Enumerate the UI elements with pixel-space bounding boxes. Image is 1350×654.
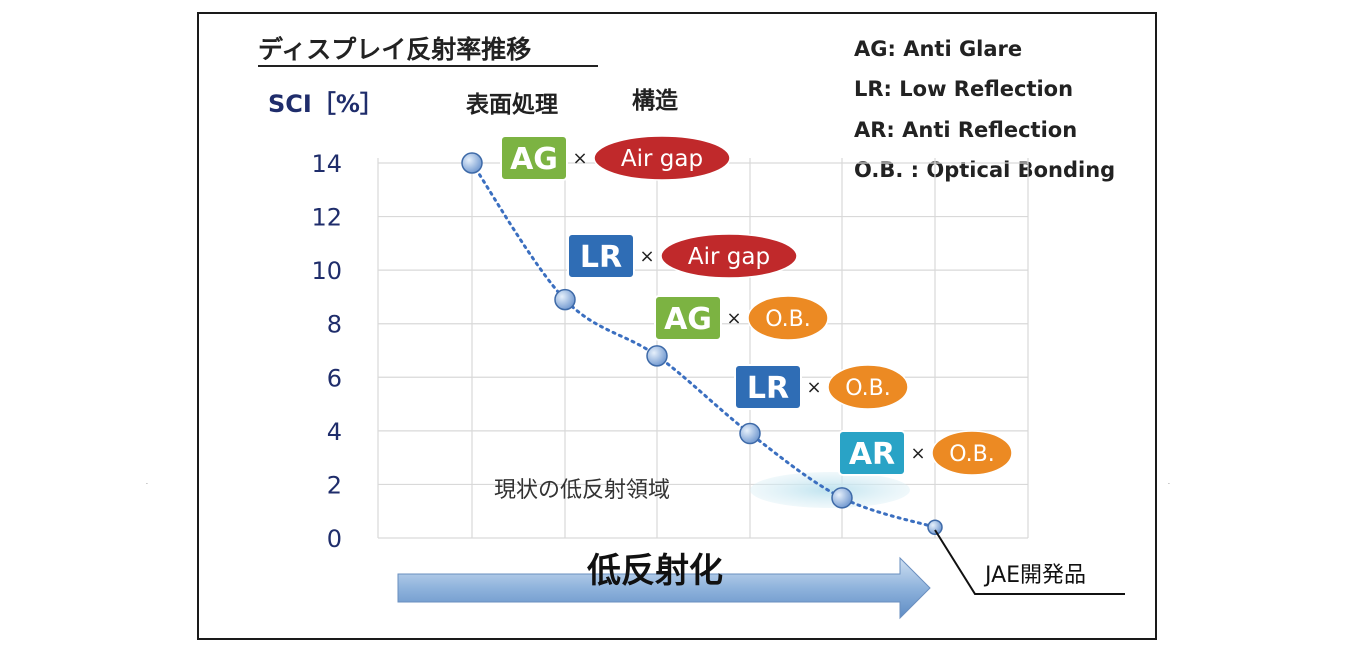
times-sign: × (639, 246, 654, 267)
point-labels: AG × Air gap LR × Air gap AG × O.B. LR × O.B. AR × O.B… (500, 135, 1013, 476)
surface-badge (654, 295, 722, 341)
product-callout-label: JAE開発品 (983, 563, 1086, 588)
structure-badge-label: O.B. (845, 376, 891, 401)
structure-badge-label: O.B. (765, 307, 811, 332)
y-tick-label: 2 (327, 471, 342, 499)
legend-lr: LR: Low Reflection (854, 77, 1073, 101)
legend: AG: Anti Glare LR: Low Reflection AR: An… (854, 37, 1115, 182)
structure-badge (931, 430, 1013, 476)
low-reflection-region (750, 472, 910, 508)
surface-badge-label: AG (664, 302, 712, 337)
point-label-group: AR × O.B. (838, 430, 1013, 476)
point-label-group: LR × O.B. (734, 364, 909, 410)
point-label-group: AG × O.B. (654, 295, 829, 341)
data-point (739, 422, 761, 445)
left-dot-mark: . (146, 479, 148, 486)
structure-badge (593, 135, 731, 181)
surface-badge (838, 430, 906, 476)
chart-title: ディスプレイ反射率推移 (258, 35, 531, 64)
structure-badge-label: O.B. (949, 442, 995, 467)
data-point (927, 519, 943, 536)
y-tick-label: 4 (327, 418, 342, 446)
y-tick-label: 12 (311, 204, 342, 232)
surface-badge (500, 135, 568, 181)
times-sign: × (726, 308, 741, 329)
y-axis-label: SCI［%］ (268, 90, 384, 118)
point-label-group: LR × Air gap (567, 233, 798, 279)
low-reflection-region-label: 現状の低反射領域 (494, 478, 670, 503)
header-structure: 構造 (632, 88, 679, 114)
arrow-label: 低反射化 (587, 551, 723, 591)
structure-badge (660, 233, 798, 279)
surface-badge-label: AR (849, 437, 895, 472)
data-point (831, 487, 853, 509)
low-reflection-arrow: 低反射化 (397, 551, 931, 620)
surface-badge (734, 364, 802, 410)
structure-badge (747, 295, 829, 341)
structure-badge-label: Air gap (688, 244, 770, 270)
legend-ob: O.B. : Optical Bonding (854, 158, 1115, 182)
data-point (461, 152, 483, 174)
y-tick-labels: 0 2 4 6 8 10 12 14 (311, 150, 342, 553)
data-point (554, 288, 576, 311)
product-callout-line (934, 529, 1125, 595)
y-tick-label: 0 (327, 525, 342, 553)
right-dot-mark: . (1168, 479, 1170, 486)
arrow-shape (397, 556, 931, 620)
surface-badge-label: LR (580, 240, 622, 275)
surface-badge-label: AG (510, 142, 558, 177)
grid (377, 158, 1029, 539)
y-tick-label: 14 (311, 150, 342, 178)
data-points (461, 152, 943, 536)
times-sign: × (806, 377, 821, 398)
legend-ag: AG: Anti Glare (854, 37, 1022, 61)
y-tick-label: 10 (311, 257, 342, 285)
point-label-group: AG × Air gap (500, 135, 731, 181)
y-tick-label: 8 (327, 311, 342, 339)
times-sign: × (910, 443, 925, 464)
surface-badge (567, 233, 635, 279)
structure-badge-label: Air gap (621, 146, 703, 172)
times-sign: × (572, 148, 587, 169)
y-tick-label: 6 (327, 364, 342, 392)
structure-badge (827, 364, 909, 410)
legend-ar: AR: Anti Reflection (854, 118, 1077, 142)
header-surface-treatment: 表面処理 (466, 91, 558, 118)
data-point (646, 345, 668, 367)
surface-badge-label: LR (747, 371, 789, 406)
